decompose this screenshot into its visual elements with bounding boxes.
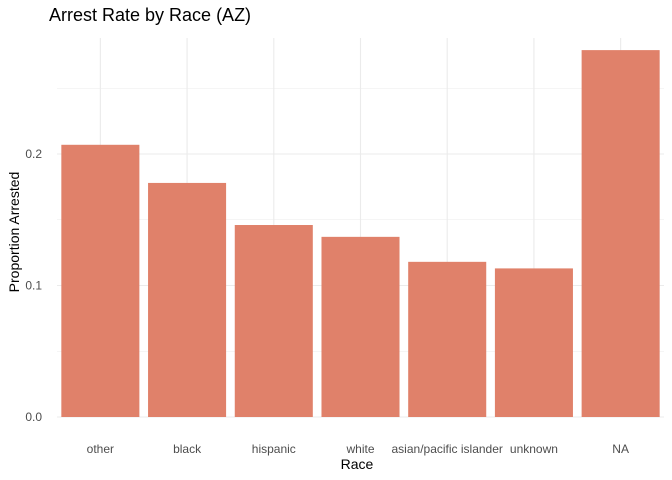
y-axis-title: Proportion Arrested — [6, 172, 22, 293]
bar-na — [581, 50, 660, 418]
x-tick-label: unknown — [510, 442, 558, 456]
x-tick-label: asian/pacific islander — [392, 442, 503, 456]
bar-unknown — [494, 268, 573, 417]
x-axis-title: Race — [341, 456, 374, 472]
bar-black — [148, 182, 227, 417]
y-tick-label: 0.0 — [25, 410, 42, 424]
bar-hispanic — [234, 225, 313, 417]
y-tick-label: 0.2 — [25, 147, 42, 161]
chart-title: Arrest Rate by Race (AZ) — [49, 5, 252, 25]
x-axis-ticks: other black hispanic white asian/pacific isl… — [87, 442, 629, 456]
bar-asian-pacific-islander — [408, 261, 487, 417]
x-tick-label: black — [173, 442, 202, 456]
x-tick-label: hispanic — [252, 442, 296, 456]
y-tick-label: 0.1 — [25, 279, 42, 293]
bar-white — [321, 236, 400, 417]
bar-other — [61, 144, 140, 418]
x-tick-label: white — [345, 442, 374, 456]
bars — [61, 50, 660, 418]
y-axis-ticks: 0.0 0.1 0.2 — [25, 147, 42, 424]
x-tick-label: NA — [612, 442, 629, 456]
x-tick-label: other — [87, 442, 114, 456]
